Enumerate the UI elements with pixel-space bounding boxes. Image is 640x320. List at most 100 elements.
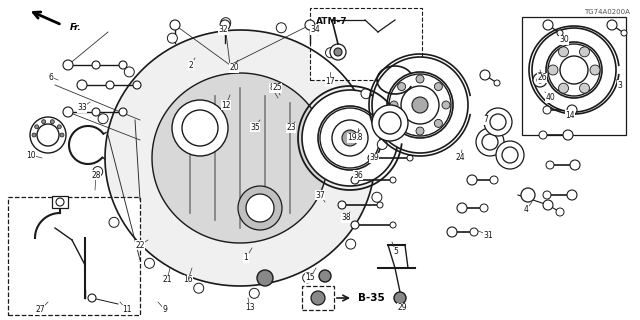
Circle shape bbox=[567, 190, 577, 200]
Circle shape bbox=[377, 202, 383, 208]
Circle shape bbox=[543, 200, 553, 210]
Circle shape bbox=[351, 176, 359, 184]
Circle shape bbox=[56, 198, 64, 206]
Text: 22: 22 bbox=[135, 241, 145, 250]
Circle shape bbox=[221, 18, 231, 28]
Circle shape bbox=[390, 101, 398, 109]
Circle shape bbox=[172, 100, 228, 156]
Circle shape bbox=[305, 20, 315, 30]
Circle shape bbox=[361, 89, 371, 99]
Circle shape bbox=[318, 106, 382, 170]
Circle shape bbox=[246, 194, 274, 222]
Circle shape bbox=[484, 108, 512, 136]
Circle shape bbox=[442, 101, 450, 109]
Circle shape bbox=[334, 48, 342, 56]
Circle shape bbox=[379, 112, 401, 134]
Text: 11: 11 bbox=[122, 306, 132, 315]
Text: 38: 38 bbox=[341, 213, 351, 222]
Text: 18: 18 bbox=[353, 133, 363, 142]
Text: 21: 21 bbox=[163, 276, 172, 284]
Circle shape bbox=[543, 106, 551, 114]
Circle shape bbox=[77, 80, 87, 90]
Bar bbox=[522, 17, 626, 135]
Circle shape bbox=[387, 72, 453, 138]
Text: 36: 36 bbox=[353, 171, 363, 180]
Circle shape bbox=[533, 73, 547, 87]
Circle shape bbox=[543, 191, 551, 199]
Bar bbox=[52, 196, 68, 208]
Circle shape bbox=[389, 74, 451, 136]
Circle shape bbox=[546, 161, 554, 169]
Bar bbox=[310, 8, 422, 80]
Circle shape bbox=[276, 23, 286, 33]
Circle shape bbox=[35, 125, 38, 129]
Text: B-35: B-35 bbox=[358, 293, 385, 303]
Text: 26: 26 bbox=[537, 74, 547, 83]
Circle shape bbox=[567, 105, 577, 115]
Circle shape bbox=[42, 120, 45, 124]
Polygon shape bbox=[152, 73, 328, 243]
Text: ATM-7: ATM-7 bbox=[316, 18, 348, 27]
Text: 13: 13 bbox=[245, 303, 255, 313]
Circle shape bbox=[133, 81, 141, 89]
Circle shape bbox=[368, 154, 376, 162]
Circle shape bbox=[480, 204, 488, 212]
Circle shape bbox=[58, 125, 61, 129]
Circle shape bbox=[548, 65, 558, 75]
Circle shape bbox=[51, 120, 54, 124]
Circle shape bbox=[546, 42, 602, 98]
Text: 8: 8 bbox=[269, 84, 275, 92]
Text: 3: 3 bbox=[618, 81, 623, 90]
Circle shape bbox=[532, 28, 616, 112]
Circle shape bbox=[590, 65, 600, 75]
Text: 39: 39 bbox=[369, 154, 379, 163]
Circle shape bbox=[539, 131, 547, 139]
Text: 5: 5 bbox=[394, 247, 399, 257]
Circle shape bbox=[342, 130, 358, 146]
Text: 32: 32 bbox=[218, 26, 228, 35]
Circle shape bbox=[346, 239, 356, 249]
Circle shape bbox=[319, 270, 331, 282]
Text: 16: 16 bbox=[183, 276, 193, 284]
Text: 15: 15 bbox=[305, 274, 315, 283]
Circle shape bbox=[537, 77, 543, 83]
Circle shape bbox=[220, 20, 230, 30]
Text: 19: 19 bbox=[347, 133, 357, 142]
Circle shape bbox=[494, 80, 500, 86]
Circle shape bbox=[63, 107, 73, 117]
Circle shape bbox=[92, 108, 100, 116]
Circle shape bbox=[447, 227, 457, 237]
Circle shape bbox=[490, 176, 498, 184]
Circle shape bbox=[302, 90, 398, 186]
Circle shape bbox=[92, 61, 100, 69]
Circle shape bbox=[257, 270, 273, 286]
Circle shape bbox=[372, 105, 408, 141]
Text: 29: 29 bbox=[397, 303, 407, 313]
Text: 2: 2 bbox=[189, 60, 193, 69]
Text: 7: 7 bbox=[484, 116, 488, 124]
Circle shape bbox=[390, 177, 396, 183]
Circle shape bbox=[416, 127, 424, 135]
Circle shape bbox=[416, 75, 424, 83]
Text: 40: 40 bbox=[545, 93, 555, 102]
Circle shape bbox=[607, 20, 617, 30]
Circle shape bbox=[249, 288, 259, 298]
Circle shape bbox=[579, 47, 589, 57]
Circle shape bbox=[482, 134, 498, 150]
Circle shape bbox=[480, 70, 490, 80]
Circle shape bbox=[394, 292, 406, 304]
Text: 24: 24 bbox=[455, 154, 465, 163]
Text: 17: 17 bbox=[325, 77, 335, 86]
Circle shape bbox=[106, 81, 114, 89]
Circle shape bbox=[470, 228, 478, 236]
Circle shape bbox=[88, 294, 96, 302]
Circle shape bbox=[397, 119, 406, 127]
Circle shape bbox=[521, 188, 535, 202]
Circle shape bbox=[579, 83, 589, 93]
Circle shape bbox=[351, 221, 359, 229]
Circle shape bbox=[93, 167, 102, 177]
Text: 4: 4 bbox=[524, 205, 529, 214]
Circle shape bbox=[570, 160, 580, 170]
Circle shape bbox=[557, 30, 563, 36]
Text: 31: 31 bbox=[483, 230, 493, 239]
